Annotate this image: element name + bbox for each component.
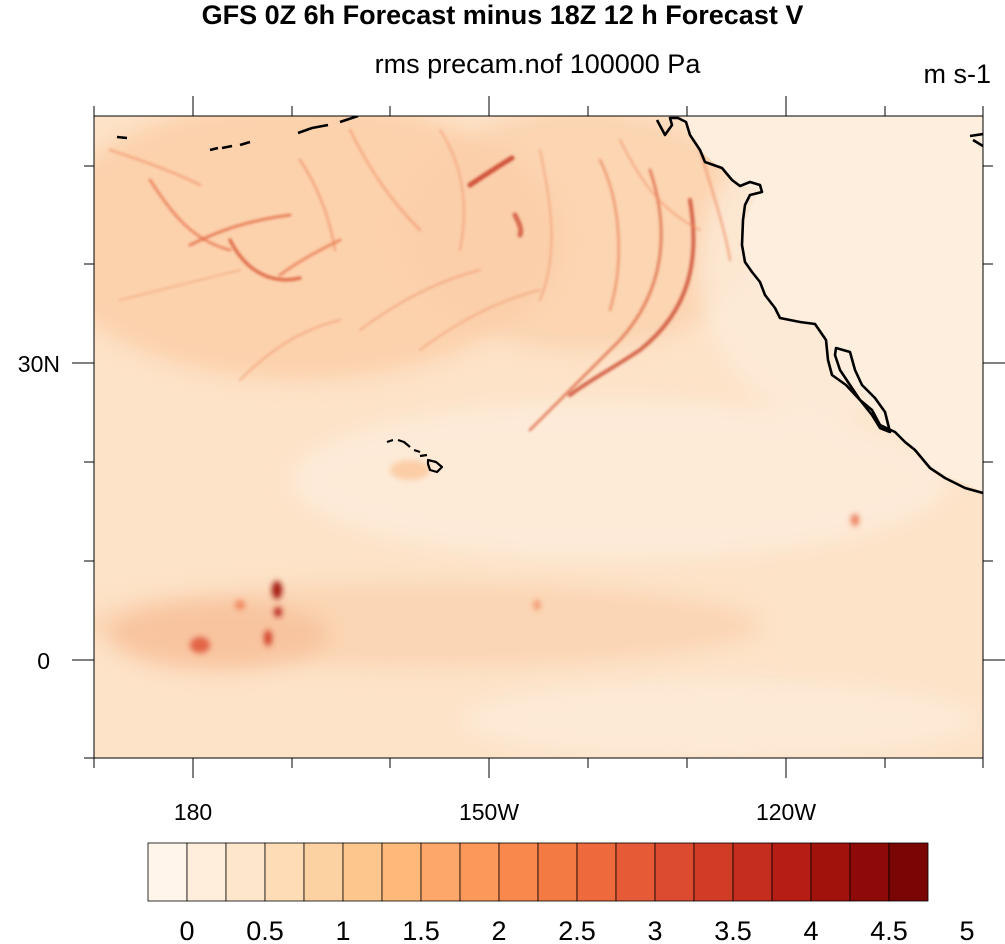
lon-label-120w: 120W xyxy=(756,799,816,825)
colorbar-swatch xyxy=(849,842,890,902)
units-label: m s-1 xyxy=(923,59,992,89)
lat-label-0: 0 xyxy=(37,648,50,674)
colorbar-swatch xyxy=(459,842,500,902)
colorbar xyxy=(147,842,929,902)
colorbar-swatch xyxy=(537,842,578,902)
colorbar-tick-label: 2 xyxy=(491,916,506,944)
colorbar-tick-label: 0 xyxy=(179,916,194,944)
colorbar-swatch xyxy=(303,842,344,902)
plot-title: GFS 0Z 6h Forecast minus 18Z 12 h Foreca… xyxy=(201,0,804,30)
colorbar-tick-label: 4.5 xyxy=(870,916,908,944)
forecast-field xyxy=(94,116,983,758)
hawaii-islands xyxy=(386,438,444,474)
plot-subtitle: rms precam.nof 100000 Pa xyxy=(374,49,701,79)
colorbar-swatch xyxy=(225,842,266,902)
colorbar-swatch xyxy=(771,842,812,902)
baja-california-outline xyxy=(833,346,892,434)
colorbar-tick-label: 2.5 xyxy=(558,916,596,944)
colorbar-swatch xyxy=(615,842,656,902)
colorbar-swatch xyxy=(498,842,539,902)
colorbar-swatch xyxy=(576,842,617,902)
storm-streaks xyxy=(108,128,732,432)
colorbar-swatch xyxy=(147,842,188,902)
north-america-land xyxy=(680,116,983,492)
north-america-coastline xyxy=(655,116,983,495)
colorbar-labels: 0 0.5 1 1.5 2 2.5 3 3.5 4 4.5 5 xyxy=(179,916,974,944)
lon-label-150w: 150W xyxy=(459,799,519,825)
lon-label-180: 180 xyxy=(174,799,212,825)
colorbar-swatch xyxy=(420,842,461,902)
lat-label-30n: 30N xyxy=(18,351,60,377)
colorbar-swatch xyxy=(810,842,851,902)
coastlines xyxy=(116,116,983,495)
itcz-spots xyxy=(190,460,859,653)
colorbar-swatch xyxy=(186,842,227,902)
colorbar-swatch xyxy=(732,842,773,902)
colorbar-tick-label: 1 xyxy=(335,916,350,944)
colorbar-swatch xyxy=(888,842,929,902)
colorbar-swatch xyxy=(264,842,305,902)
colorbar-tick-label: 3 xyxy=(647,916,662,944)
colorbar-swatch xyxy=(693,842,734,902)
colorbar-tick-label: 5 xyxy=(959,916,974,944)
plot-frame xyxy=(93,115,984,759)
axis-ticks xyxy=(72,96,1005,778)
colorbar-tick-label: 4 xyxy=(803,916,818,944)
colorbar-swatch xyxy=(654,842,695,902)
colorbar-tick-label: 0.5 xyxy=(246,916,284,944)
colorbar-tick-label: 1.5 xyxy=(402,916,440,944)
colorbar-swatch xyxy=(342,842,383,902)
colorbar-tick-label: 3.5 xyxy=(714,916,752,944)
colorbar-swatch xyxy=(381,842,422,902)
